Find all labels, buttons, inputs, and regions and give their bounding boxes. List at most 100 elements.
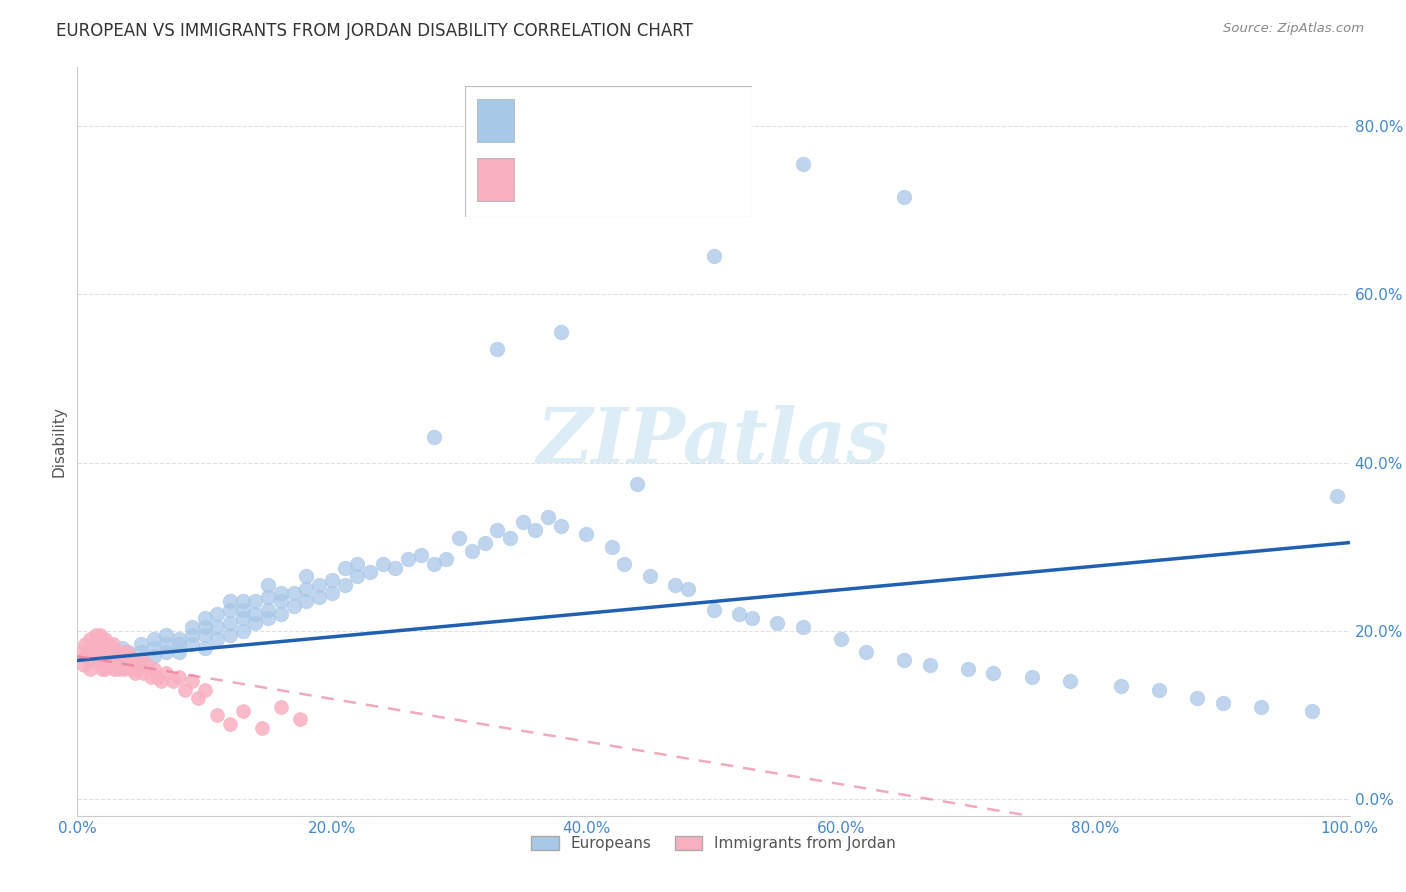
Point — [91, 637, 114, 651]
Point — [613, 557, 636, 571]
Point — [75, 649, 97, 664]
Point — [98, 649, 121, 664]
Point — [105, 645, 128, 659]
Point — [167, 670, 190, 684]
Point — [104, 649, 127, 664]
Point — [104, 653, 127, 667]
Point — [117, 657, 139, 672]
Point — [104, 657, 127, 672]
Point — [295, 594, 318, 608]
Point — [638, 569, 661, 583]
Point — [127, 662, 149, 676]
Point — [741, 611, 763, 625]
Point — [194, 640, 217, 655]
Point — [194, 611, 217, 625]
Point — [575, 527, 598, 541]
Point — [359, 565, 381, 579]
Point — [766, 615, 789, 630]
Point — [174, 682, 197, 697]
Point — [89, 628, 111, 642]
Point — [96, 649, 118, 664]
Point — [983, 666, 1005, 681]
Point — [142, 632, 165, 647]
Point — [550, 325, 572, 339]
Point — [139, 670, 162, 684]
Point — [129, 645, 152, 659]
Point — [194, 682, 217, 697]
Text: ZIPatlas: ZIPatlas — [537, 405, 890, 478]
Point — [447, 532, 470, 546]
Point — [257, 611, 280, 625]
Point — [295, 569, 318, 583]
Point — [194, 628, 217, 642]
Point — [550, 518, 572, 533]
Point — [97, 653, 120, 667]
Point — [107, 653, 129, 667]
Point — [664, 577, 686, 591]
Point — [86, 653, 108, 667]
Point — [295, 582, 318, 596]
Point — [245, 594, 267, 608]
Point — [321, 586, 343, 600]
Point — [1021, 670, 1043, 684]
Point — [219, 603, 242, 617]
Point — [180, 674, 202, 689]
Point — [91, 649, 114, 664]
Point — [87, 637, 110, 651]
Point — [194, 620, 217, 634]
Point — [112, 662, 135, 676]
Point — [108, 662, 131, 676]
Point — [333, 577, 356, 591]
Point — [232, 624, 254, 638]
Point — [283, 599, 305, 613]
Point — [142, 649, 165, 664]
Point — [91, 653, 114, 667]
Point — [93, 645, 115, 659]
Point — [136, 657, 159, 672]
Point — [855, 645, 877, 659]
Point — [155, 645, 177, 659]
Point — [117, 645, 139, 659]
Point — [111, 653, 134, 667]
Point — [110, 649, 132, 664]
Point — [893, 653, 915, 667]
Point — [346, 557, 368, 571]
Legend: Europeans, Immigrants from Jordan: Europeans, Immigrants from Jordan — [524, 830, 903, 857]
Y-axis label: Disability: Disability — [51, 406, 66, 477]
Point — [245, 615, 267, 630]
Point — [142, 662, 165, 676]
Point — [512, 515, 534, 529]
Point — [94, 632, 117, 647]
Point — [232, 611, 254, 625]
Point — [1326, 489, 1348, 503]
Point — [396, 552, 419, 566]
Point — [257, 591, 280, 605]
Point — [73, 657, 96, 672]
Point — [728, 607, 751, 621]
Point — [792, 157, 814, 171]
Point — [703, 603, 725, 617]
Point — [207, 632, 229, 647]
Point — [167, 637, 190, 651]
Point — [1059, 674, 1081, 689]
Point — [830, 632, 852, 647]
Point — [486, 523, 509, 537]
Point — [118, 649, 141, 664]
Text: EUROPEAN VS IMMIGRANTS FROM JORDAN DISABILITY CORRELATION CHART: EUROPEAN VS IMMIGRANTS FROM JORDAN DISAB… — [56, 22, 693, 40]
Point — [187, 691, 209, 706]
Point — [308, 591, 330, 605]
Point — [89, 653, 111, 667]
Point — [82, 645, 104, 659]
Point — [207, 607, 229, 621]
Point — [207, 708, 229, 723]
Point — [84, 637, 107, 651]
Point — [76, 645, 98, 659]
Point — [270, 594, 292, 608]
Point — [524, 523, 547, 537]
Point — [180, 620, 202, 634]
Point — [270, 586, 292, 600]
Point — [86, 645, 108, 659]
Point — [232, 704, 254, 718]
Point — [250, 721, 273, 735]
Point — [1212, 696, 1234, 710]
